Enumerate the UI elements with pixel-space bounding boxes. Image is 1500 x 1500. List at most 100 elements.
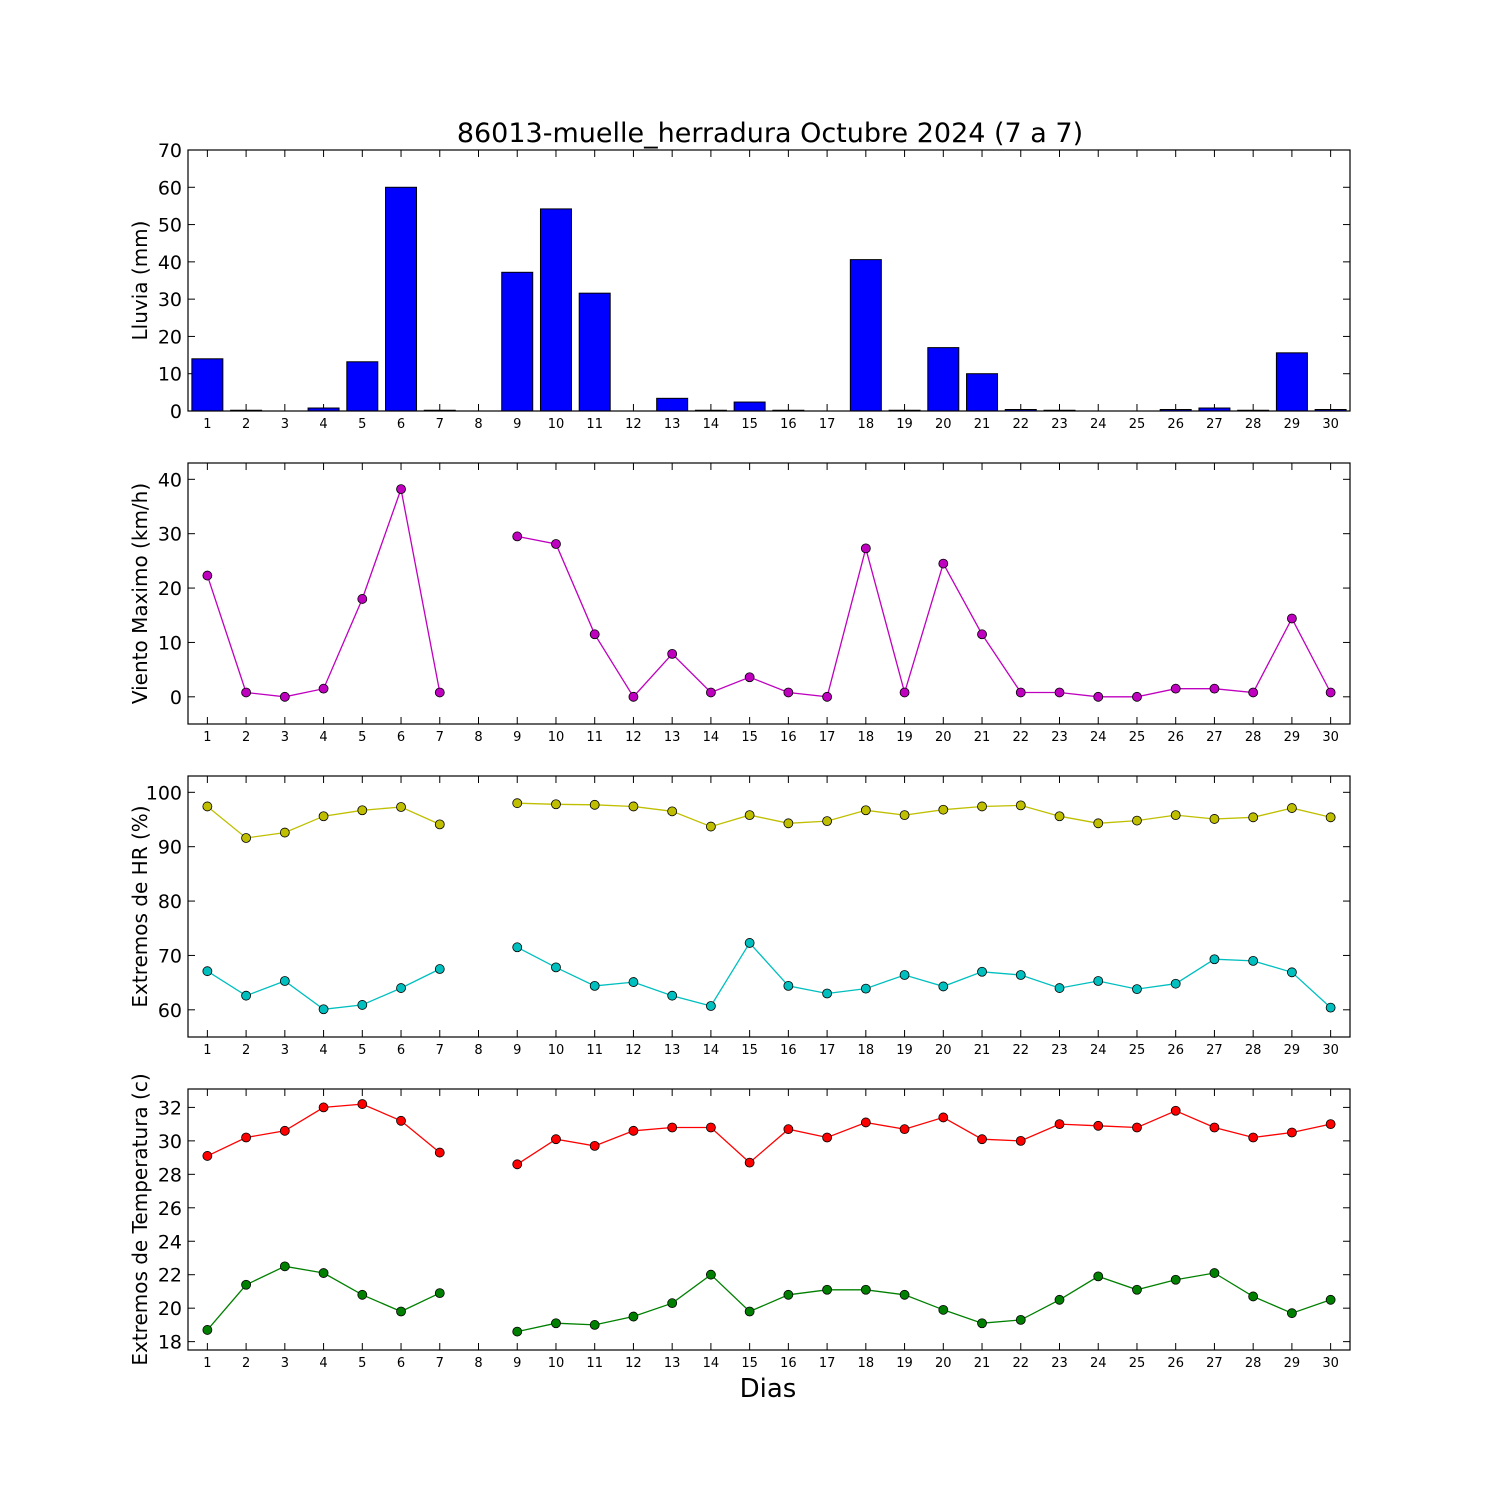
x-tick-label: 29 xyxy=(1284,417,1301,432)
x-tick-label: 23 xyxy=(1051,730,1068,745)
x-tick-label: 4 xyxy=(319,1043,327,1058)
data-point xyxy=(512,942,523,953)
data-point xyxy=(202,801,213,812)
y-tick-label: 20 xyxy=(158,578,182,600)
data-point xyxy=(202,1151,213,1161)
x-tick-label: 30 xyxy=(1322,730,1339,745)
data-point xyxy=(977,1318,987,1329)
data-point xyxy=(202,966,213,977)
data-point xyxy=(241,1132,252,1143)
bar xyxy=(539,208,572,411)
data-point xyxy=(512,1326,523,1337)
x-tick-label: 17 xyxy=(819,417,836,432)
data-point xyxy=(822,1132,832,1143)
data-point xyxy=(318,811,329,822)
data-point xyxy=(589,1140,600,1151)
series-line xyxy=(516,941,1332,1009)
data-point xyxy=(1015,687,1026,698)
data-point xyxy=(434,1288,445,1299)
series-line xyxy=(517,535,1332,698)
x-tick-label: 6 xyxy=(397,730,405,745)
x-tick-label: 16 xyxy=(780,730,797,745)
data-point xyxy=(1209,954,1220,965)
data-point xyxy=(1170,1274,1181,1285)
data-point xyxy=(396,983,406,993)
bar xyxy=(1275,352,1308,411)
x-tick-label: 22 xyxy=(1012,730,1029,745)
x-tick-label: 13 xyxy=(664,1043,681,1058)
data-point xyxy=(822,988,832,999)
plot-area xyxy=(202,1099,1336,1337)
x-tick-label: 18 xyxy=(858,1043,875,1058)
data-point xyxy=(628,1125,639,1136)
data-point xyxy=(706,1269,716,1280)
x-tick-label: 2 xyxy=(242,1356,250,1371)
data-point xyxy=(667,990,678,1001)
data-point xyxy=(1287,1308,1297,1319)
y-tick-label: 10 xyxy=(158,632,182,654)
series-line xyxy=(517,1272,1331,1333)
x-tick-label: 24 xyxy=(1090,1356,1107,1371)
data-point xyxy=(1325,1294,1336,1305)
x-tick-label: 14 xyxy=(703,1043,720,1058)
y-tick-label: 30 xyxy=(158,524,182,546)
data-point xyxy=(783,1124,794,1135)
data-point xyxy=(1248,1291,1259,1302)
data-point xyxy=(1248,1132,1259,1143)
y-tick-label: 20 xyxy=(158,1298,182,1320)
x-tick-label: 26 xyxy=(1167,1043,1184,1058)
y-tick-label: 40 xyxy=(158,469,182,491)
x-tick-label: 6 xyxy=(397,1356,405,1371)
data-point xyxy=(628,801,639,812)
data-point xyxy=(1054,687,1065,698)
x-tick-label: 9 xyxy=(513,1356,521,1371)
data-point xyxy=(899,1289,910,1300)
x-tick-label: 27 xyxy=(1206,1043,1223,1058)
x-tick-label: 16 xyxy=(780,1043,797,1058)
x-tick-label: 19 xyxy=(896,730,913,745)
x-tick-label: 11 xyxy=(586,417,603,432)
x-tick-label: 8 xyxy=(474,1043,482,1058)
data-point xyxy=(860,983,871,994)
x-tick-label: 30 xyxy=(1322,1356,1339,1371)
data-point xyxy=(899,810,910,821)
data-point xyxy=(279,976,290,986)
data-point xyxy=(202,570,213,581)
x-tick-label: 11 xyxy=(586,1356,603,1371)
data-point xyxy=(1287,613,1297,624)
plot-area xyxy=(202,484,1336,702)
x-tick-label: 6 xyxy=(397,1043,405,1058)
data-point xyxy=(318,1102,329,1113)
data-point xyxy=(1132,815,1142,826)
data-point xyxy=(241,833,252,843)
x-tick-label: 28 xyxy=(1245,730,1262,745)
y-tick-label: 26 xyxy=(158,1198,182,1220)
data-point xyxy=(279,1125,290,1136)
y-axis-label: Extremos de Temperatura (c) xyxy=(128,1073,152,1365)
data-point xyxy=(783,980,794,991)
x-tick-label: 1 xyxy=(203,730,211,745)
data-point xyxy=(241,687,252,698)
x-tick-label: 9 xyxy=(513,1043,521,1058)
data-point xyxy=(1093,818,1104,829)
data-point xyxy=(1325,1119,1336,1130)
x-tick-label: 12 xyxy=(625,417,642,432)
figure-title: 86013-muelle_herradura Octubre 2024 (7 a… xyxy=(457,118,1083,149)
x-tick-label: 26 xyxy=(1167,1356,1184,1371)
x-tick-label: 18 xyxy=(858,730,875,745)
data-point xyxy=(1093,976,1104,986)
data-point xyxy=(241,1279,252,1290)
data-point xyxy=(860,1117,871,1128)
plot-area xyxy=(191,186,1347,411)
x-tick-label: 8 xyxy=(474,417,482,432)
bar xyxy=(191,358,224,411)
x-tick-label: 2 xyxy=(242,1043,250,1058)
y-tick-label: 40 xyxy=(158,252,182,274)
data-point xyxy=(667,1122,678,1133)
bar xyxy=(1159,409,1192,411)
y-tick-label: 90 xyxy=(158,837,182,859)
data-point xyxy=(783,687,794,698)
